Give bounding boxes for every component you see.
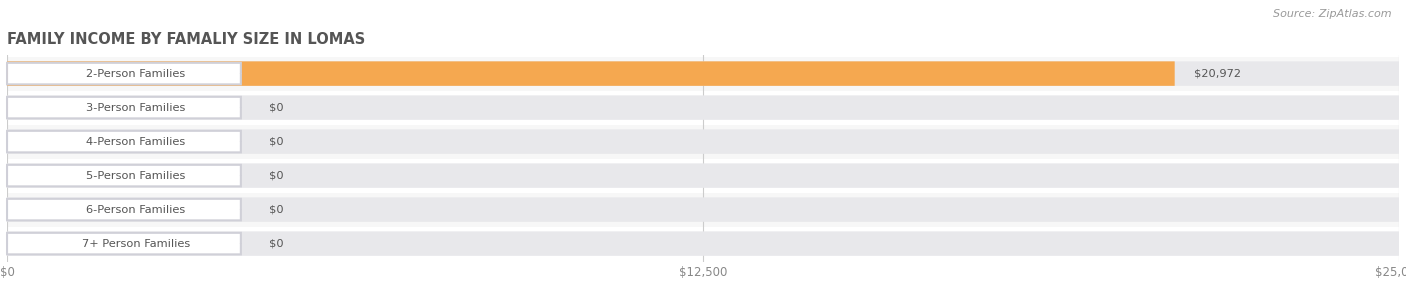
Text: 7+ Person Families: 7+ Person Families: [82, 239, 190, 249]
Text: FAMILY INCOME BY FAMALIY SIZE IN LOMAS: FAMILY INCOME BY FAMALIY SIZE IN LOMAS: [7, 32, 366, 47]
Text: 3-Person Families: 3-Person Families: [86, 102, 186, 113]
FancyBboxPatch shape: [7, 57, 1399, 91]
Text: $0: $0: [269, 102, 284, 113]
Text: $20,972: $20,972: [1194, 69, 1241, 79]
Text: $0: $0: [269, 239, 284, 249]
FancyBboxPatch shape: [7, 129, 1399, 154]
FancyBboxPatch shape: [7, 192, 1399, 227]
FancyBboxPatch shape: [7, 95, 1399, 120]
FancyBboxPatch shape: [7, 197, 1399, 222]
FancyBboxPatch shape: [7, 159, 1399, 192]
FancyBboxPatch shape: [7, 125, 1399, 159]
Text: 4-Person Families: 4-Person Families: [86, 137, 186, 147]
Text: $0: $0: [269, 170, 284, 181]
FancyBboxPatch shape: [7, 61, 1174, 86]
Text: Source: ZipAtlas.com: Source: ZipAtlas.com: [1274, 9, 1392, 19]
FancyBboxPatch shape: [7, 97, 240, 118]
FancyBboxPatch shape: [7, 199, 240, 221]
FancyBboxPatch shape: [7, 231, 1399, 256]
FancyBboxPatch shape: [7, 63, 240, 84]
Text: $0: $0: [269, 137, 284, 147]
Text: 2-Person Families: 2-Person Families: [86, 69, 186, 79]
FancyBboxPatch shape: [7, 61, 1399, 86]
Text: $0: $0: [269, 205, 284, 215]
Text: 5-Person Families: 5-Person Families: [86, 170, 186, 181]
FancyBboxPatch shape: [7, 233, 240, 254]
FancyBboxPatch shape: [7, 163, 1399, 188]
FancyBboxPatch shape: [7, 165, 240, 186]
FancyBboxPatch shape: [7, 91, 1399, 125]
FancyBboxPatch shape: [7, 131, 240, 152]
FancyBboxPatch shape: [7, 227, 1399, 260]
Text: 6-Person Families: 6-Person Families: [86, 205, 186, 215]
